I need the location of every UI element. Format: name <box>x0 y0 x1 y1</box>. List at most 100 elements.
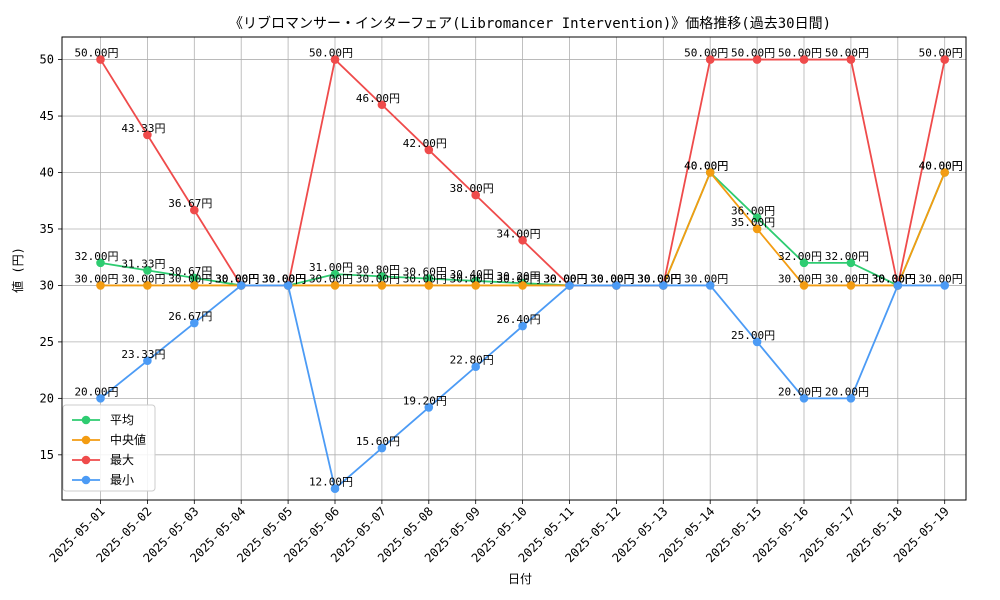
data-point <box>940 281 949 290</box>
legend-label: 最小 <box>110 473 134 487</box>
data-point <box>846 394 856 403</box>
data-point <box>846 281 856 290</box>
data-label: 32.00円 <box>825 250 869 263</box>
data-point <box>377 281 387 290</box>
series-layer <box>96 55 949 494</box>
data-label: 35.00円 <box>731 216 775 229</box>
data-label: 50.00円 <box>684 47 728 60</box>
data-label: 34.00円 <box>497 227 541 240</box>
data-label: 30.00円 <box>637 272 681 285</box>
y-tick-label: 15 <box>40 448 54 462</box>
data-point <box>190 318 199 328</box>
data-label: 50.00円 <box>309 47 353 60</box>
data-label: 19.20円 <box>403 394 447 407</box>
data-point <box>236 281 246 290</box>
data-point <box>846 55 856 64</box>
legend-label: 中央値 <box>110 432 146 447</box>
data-label: 30.60円 <box>403 266 447 279</box>
legend-swatch-marker <box>81 475 91 485</box>
y-tick-label: 40 <box>40 166 54 180</box>
data-label: 30.00円 <box>590 272 634 285</box>
chart-title: 《リブロマンサー・インターフェア(Libromancer Interventio… <box>229 15 831 32</box>
data-label: 30.00円 <box>919 272 963 285</box>
plot-area-frame <box>61 36 967 501</box>
data-label: 30.00円 <box>872 272 916 285</box>
legend-swatch-marker <box>81 435 91 445</box>
data-label: 30.00円 <box>262 272 306 285</box>
data-point <box>96 281 105 290</box>
data-label: 30.00円 <box>872 272 916 285</box>
data-label: 30.80円 <box>356 263 400 276</box>
data-label: 30.00円 <box>543 272 587 285</box>
data-point <box>518 321 527 331</box>
data-point <box>705 168 715 177</box>
data-label: 40.00円 <box>684 160 728 173</box>
data-label: 25.00円 <box>731 329 775 342</box>
data-point <box>96 55 105 64</box>
data-label: 30.20円 <box>497 270 541 283</box>
series-3 <box>96 281 949 494</box>
data-point <box>330 55 340 64</box>
data-label: 40.00円 <box>919 160 963 173</box>
data-point <box>518 281 527 290</box>
data-point <box>377 272 387 281</box>
data-label: 32.00円 <box>74 250 118 263</box>
data-label: 30.00円 <box>590 272 634 285</box>
data-label: 30.00円 <box>637 272 681 285</box>
data-point <box>846 258 856 268</box>
data-point <box>752 55 762 64</box>
legend-label: 平均 <box>110 413 134 427</box>
data-point <box>471 281 481 290</box>
data-label: 30.00円 <box>684 272 728 285</box>
legend-swatch-marker <box>81 415 91 425</box>
data-label: 22.80円 <box>450 354 494 367</box>
data-label: 20.00円 <box>778 385 822 398</box>
data-point <box>190 281 199 290</box>
data-point <box>565 281 574 290</box>
data-point <box>799 394 809 403</box>
data-point <box>424 403 434 412</box>
data-label: 50.00円 <box>825 47 869 60</box>
y-tick-label: 35 <box>40 222 54 236</box>
legend-swatch-marker <box>81 455 91 465</box>
data-point <box>424 281 434 290</box>
data-label: 30.00円 <box>590 272 634 285</box>
data-label: 50.00円 <box>731 47 775 60</box>
data-label: 30.00円 <box>543 272 587 285</box>
data-label: 40.00円 <box>684 160 728 173</box>
x-axis-title: 日付 <box>508 572 532 586</box>
data-label: 30.00円 <box>74 272 118 285</box>
data-label: 30.00円 <box>872 272 916 285</box>
data-label: 30.00円 <box>450 272 494 285</box>
data-label: 15.60円 <box>356 435 400 448</box>
data-label: 32.00円 <box>778 250 822 263</box>
data-label: 36.00円 <box>731 205 775 218</box>
data-label: 30.00円 <box>121 272 165 285</box>
data-point <box>612 281 621 290</box>
data-label: 30.00円 <box>215 272 259 285</box>
y-tick-label: 30 <box>40 278 54 292</box>
y-tick-label: 20 <box>40 391 54 405</box>
data-label: 20.00円 <box>74 385 118 398</box>
data-point <box>143 130 152 140</box>
data-label: 12.00円 <box>309 476 353 489</box>
data-point <box>799 258 809 268</box>
data-label: 46.00円 <box>356 92 400 105</box>
data-label: 50.00円 <box>74 47 118 60</box>
y-axis-title: 値 (円) <box>10 247 25 293</box>
data-label: 30.00円 <box>403 272 447 285</box>
data-label: 26.40円 <box>497 313 541 326</box>
data-label: 50.00円 <box>919 47 963 60</box>
data-label: 30.00円 <box>590 272 634 285</box>
data-label: 30.00円 <box>543 272 587 285</box>
legend-label: 最大 <box>110 453 134 467</box>
data-point <box>940 55 949 64</box>
data-label: 30.00円 <box>872 272 916 285</box>
data-point <box>940 168 949 177</box>
data-point <box>752 224 762 234</box>
data-point <box>424 145 434 155</box>
y-tick-label: 50 <box>40 53 54 67</box>
data-label: 30.00円 <box>215 272 259 285</box>
